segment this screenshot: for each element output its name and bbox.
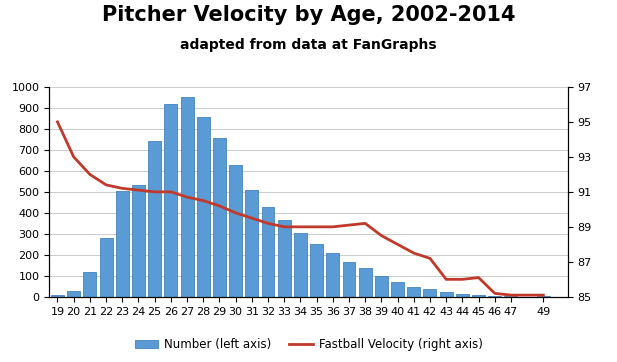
- Bar: [537, 296, 550, 297]
- Bar: [197, 117, 210, 297]
- Bar: [262, 207, 275, 297]
- Bar: [132, 185, 145, 297]
- Bar: [456, 294, 469, 297]
- Bar: [246, 190, 259, 297]
- Bar: [375, 276, 388, 297]
- Text: adapted from data at FanGraphs: adapted from data at FanGraphs: [180, 38, 437, 52]
- Bar: [472, 295, 485, 297]
- Bar: [423, 289, 436, 297]
- Bar: [294, 233, 307, 297]
- Bar: [67, 291, 80, 297]
- Bar: [148, 142, 161, 297]
- Bar: [407, 287, 420, 297]
- Bar: [83, 272, 96, 297]
- Bar: [99, 238, 112, 297]
- Bar: [116, 191, 129, 297]
- Bar: [310, 244, 323, 297]
- Bar: [440, 292, 453, 297]
- Legend: Number (left axis), Fastball Velocity (right axis): Number (left axis), Fastball Velocity (r…: [130, 334, 487, 356]
- Bar: [51, 295, 64, 297]
- Text: Pitcher Velocity by Age, 2002-2014: Pitcher Velocity by Age, 2002-2014: [102, 5, 515, 25]
- Bar: [488, 296, 501, 297]
- Bar: [358, 269, 371, 297]
- Bar: [505, 296, 518, 297]
- Bar: [391, 282, 404, 297]
- Bar: [213, 138, 226, 297]
- Bar: [229, 165, 242, 297]
- Bar: [181, 97, 194, 297]
- Bar: [326, 253, 339, 297]
- Bar: [342, 262, 355, 297]
- Bar: [278, 220, 291, 297]
- Bar: [164, 104, 177, 297]
